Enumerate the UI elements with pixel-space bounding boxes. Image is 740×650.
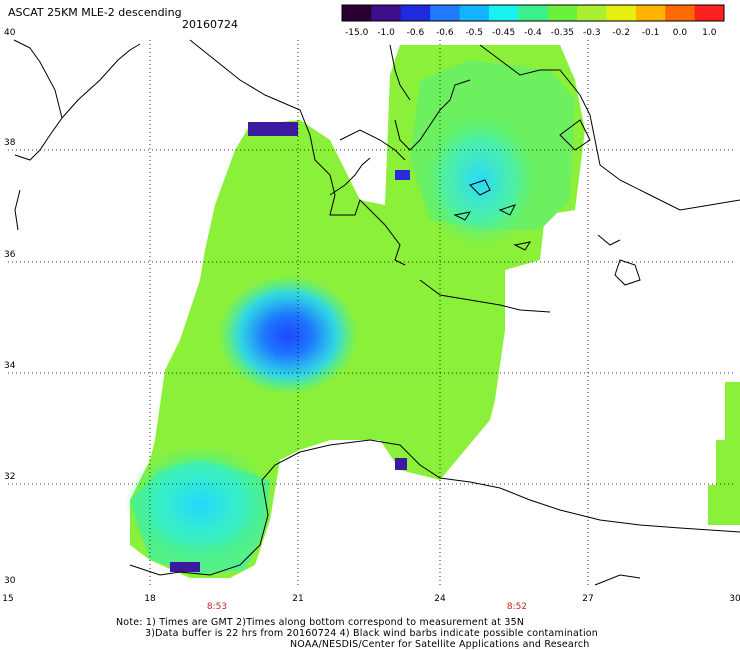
colorbar-label: 0.0 bbox=[673, 28, 688, 38]
longitude-label: 27 bbox=[582, 594, 593, 604]
note-line-3: NOAA/NESDIS/Center for Satellite Applica… bbox=[290, 639, 590, 650]
map-title: ASCAT 25KM MLE-2 descending bbox=[8, 6, 182, 19]
coast-gulf-corinth bbox=[339, 129, 406, 161]
longitude-label: 18 bbox=[144, 594, 156, 604]
colorbar-swatch bbox=[635, 5, 666, 21]
coast-greece-east bbox=[394, 79, 471, 151]
coastlines bbox=[13, 39, 740, 586]
colorbar-label: -0.5 bbox=[465, 28, 483, 38]
longitude-label: 15 bbox=[2, 594, 13, 604]
colorbar-label: -0.35 bbox=[551, 28, 574, 38]
longitude-labels: 15 18 21 24 27 30 bbox=[2, 594, 740, 604]
colorbar-label: -0.6 bbox=[407, 28, 425, 38]
longitude-label: 24 bbox=[434, 594, 446, 604]
latitude-label: 34 bbox=[4, 361, 16, 371]
colorbar-swatch bbox=[694, 5, 725, 21]
latitude-label: 38 bbox=[4, 138, 16, 148]
contam-block-greece bbox=[395, 170, 410, 180]
colorbar-label: 1.0 bbox=[702, 28, 717, 38]
contam-block-east bbox=[395, 458, 407, 470]
colorbar-swatch bbox=[371, 5, 402, 21]
colorbar-swatch bbox=[577, 5, 607, 21]
colorbar-swatch bbox=[488, 5, 519, 21]
coast-north-greece bbox=[389, 44, 411, 101]
colorbar-label: -15.0 bbox=[345, 28, 369, 38]
island-rhodes bbox=[597, 234, 621, 246]
island-cyclades-1 bbox=[469, 179, 491, 196]
colorbar-label: -0.1 bbox=[642, 28, 660, 38]
colorbar-label: -0.3 bbox=[583, 28, 601, 38]
coast-sicily bbox=[14, 189, 21, 231]
coast-gulf bbox=[329, 157, 371, 196]
low-southwest bbox=[125, 445, 275, 565]
contam-block-south bbox=[170, 562, 200, 572]
colorbar: -15.0 -1.0 -0.6 -0.6 -0.5 -0.45 -0.4 -0.35 -0.3 -… bbox=[341, 4, 725, 38]
map-date: 20160724 bbox=[182, 18, 238, 31]
colorbar-label: -0.45 bbox=[492, 28, 515, 38]
longitude-label: 21 bbox=[292, 594, 303, 604]
island-cyclades-3 bbox=[453, 211, 472, 221]
latitude-label: 30 bbox=[4, 576, 16, 586]
island-cyprus bbox=[614, 259, 641, 286]
note-line-2: 3)Data buffer is 22 hrs from 20160724 4)… bbox=[145, 628, 599, 639]
island-cyclades-2 bbox=[498, 204, 516, 216]
colorbar-label: -1.0 bbox=[377, 28, 395, 38]
longitude-label: 30 bbox=[729, 594, 740, 604]
coast-turkey bbox=[479, 44, 740, 211]
swath-east-strip bbox=[708, 382, 740, 525]
colorbar-swatch bbox=[342, 5, 372, 21]
colorbar-frame bbox=[341, 4, 725, 22]
coast-italy-1 bbox=[13, 39, 63, 161]
colorbar-swatch bbox=[547, 5, 578, 21]
colorbar-swatch bbox=[430, 5, 461, 21]
latitude-labels: 40 38 36 34 32 30 bbox=[4, 28, 16, 586]
colorbar-swatch bbox=[400, 5, 431, 21]
colorbar-labels: -15.0 -1.0 -0.6 -0.6 -0.5 -0.45 -0.4 -0.35 -0.3 -… bbox=[345, 28, 717, 38]
coast-greece-west bbox=[189, 39, 406, 266]
latitude-label: 36 bbox=[4, 250, 16, 260]
latitude-label: 32 bbox=[4, 472, 15, 482]
note-line-1: Note: 1) Times are GMT 2)Times along bot… bbox=[116, 617, 525, 628]
contam-block-north bbox=[248, 122, 298, 136]
colorbar-swatch bbox=[518, 5, 549, 21]
coast-north-africa bbox=[129, 439, 740, 576]
time-label: 8:53 bbox=[207, 602, 227, 612]
colorbar-label: -0.6 bbox=[436, 28, 454, 38]
colorbar-swatch bbox=[606, 5, 637, 21]
colorbar-label: -0.2 bbox=[612, 28, 630, 38]
coast-crete bbox=[419, 279, 551, 313]
latitude-label: 40 bbox=[4, 28, 16, 38]
data-swath bbox=[125, 45, 740, 578]
graticule bbox=[8, 40, 735, 588]
coast-italy-2 bbox=[61, 43, 141, 119]
colorbar-label: -0.4 bbox=[524, 28, 542, 38]
colorbar-swatches bbox=[341, 4, 725, 22]
colorbar-swatch bbox=[665, 5, 696, 21]
island-aegean-1 bbox=[559, 119, 591, 151]
island-cyclades-4 bbox=[513, 241, 532, 251]
low-aegean bbox=[420, 110, 540, 250]
colorbar-swatch bbox=[459, 5, 490, 21]
time-labels: 8:53 8:52 bbox=[207, 602, 527, 612]
time-label: 8:52 bbox=[507, 602, 527, 612]
coast-east-africa bbox=[594, 574, 641, 586]
low-center bbox=[218, 275, 358, 395]
